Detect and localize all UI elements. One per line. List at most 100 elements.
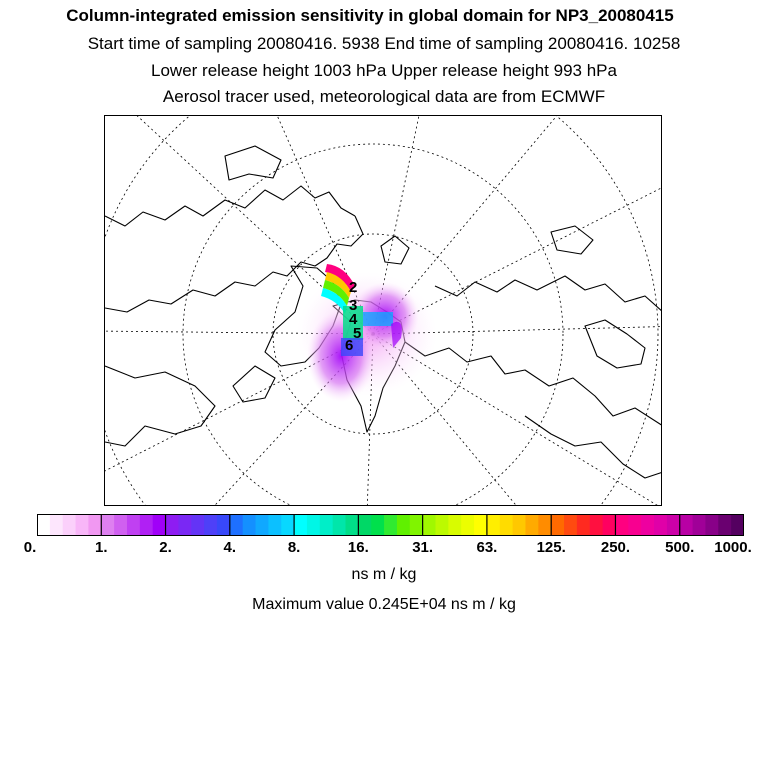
colorbar-cell bbox=[384, 514, 398, 536]
colorbar-tick-label: 250. bbox=[600, 539, 631, 556]
colorbar-cell bbox=[281, 514, 295, 536]
colorbar bbox=[37, 514, 744, 536]
colorbar-cell bbox=[37, 514, 51, 536]
coastline-alaska bbox=[584, 319, 646, 369]
plume-green-strip bbox=[343, 306, 363, 340]
coastline-svalbard bbox=[380, 235, 410, 265]
colorbar-tick-label: 125. bbox=[536, 539, 566, 556]
colorbar-cell bbox=[692, 514, 707, 536]
colorbar-cell bbox=[654, 514, 668, 536]
colorbar-tick-label: 4. bbox=[223, 539, 237, 556]
meridian bbox=[105, 333, 374, 472]
colorbar-cell bbox=[538, 514, 552, 536]
plot-title: Column-integrated emission sensitivity i… bbox=[66, 6, 674, 25]
day-markers: 2 3 4 5 6 bbox=[345, 279, 361, 354]
tracer-info-line: Aerosol tracer used, meteorological data… bbox=[162, 87, 606, 106]
coastline-island bbox=[224, 145, 282, 181]
colorbar-cell bbox=[268, 514, 282, 536]
colorbar-cell bbox=[396, 514, 411, 536]
colorbar-cell bbox=[525, 514, 539, 536]
colorbar-cell bbox=[409, 514, 424, 536]
colorbar-cell bbox=[75, 514, 90, 536]
coastline-west-africa bbox=[105, 365, 216, 447]
coastline-eurasia-north bbox=[105, 185, 356, 227]
colorbar-tick-label: 31. bbox=[412, 539, 434, 556]
colorbar-cell bbox=[705, 514, 719, 536]
colorbar-cell bbox=[358, 514, 372, 536]
latitude-circle-outer bbox=[105, 116, 659, 505]
colorbar-cell bbox=[589, 514, 604, 536]
day-marker: 2 bbox=[349, 279, 357, 296]
colorbar-cell bbox=[564, 514, 578, 536]
plume-east-arm bbox=[391, 321, 402, 348]
day-marker: 3 bbox=[349, 297, 357, 314]
colorbar-cell bbox=[139, 514, 154, 536]
colorbar-border bbox=[37, 514, 744, 536]
colorbar-cell bbox=[49, 514, 64, 536]
meridian bbox=[372, 187, 661, 335]
colorbar-cell bbox=[641, 514, 655, 536]
latitude-circle-middle bbox=[182, 143, 564, 505]
colorbar-cell bbox=[615, 514, 629, 536]
coastline-north-america-arctic bbox=[404, 341, 661, 426]
colorbar-cell bbox=[88, 514, 102, 536]
colorbar-cell bbox=[512, 514, 527, 536]
colorbar-cell bbox=[602, 514, 617, 536]
colorbar-cell bbox=[306, 514, 321, 536]
colorbar-cell bbox=[332, 514, 347, 536]
sampling-time-line: Start time of sampling 20080416. 5938 En… bbox=[87, 34, 681, 53]
polar-map-svg: 2 3 4 5 6 bbox=[105, 116, 661, 505]
plume-band-yellow bbox=[325, 272, 351, 298]
colorbar-cell bbox=[204, 514, 218, 536]
colorbar-cell bbox=[499, 514, 514, 536]
colorbar-tick-label: 2. bbox=[159, 539, 172, 556]
day-marker: 6 bbox=[345, 337, 353, 354]
plume-band-cyan bbox=[321, 288, 347, 314]
colorbar-tick-label: 1. bbox=[95, 539, 108, 556]
colorbar-cell bbox=[152, 514, 167, 536]
colorbar-cell bbox=[731, 514, 744, 536]
colorbar-cell bbox=[435, 514, 449, 536]
plume-band-green bbox=[323, 280, 349, 306]
colorbar-cell bbox=[126, 514, 141, 536]
colorbar-cell bbox=[486, 514, 501, 536]
colorbar-cell bbox=[255, 514, 269, 536]
colorbar-cell bbox=[178, 514, 192, 536]
colorbar-tick-label: 500. bbox=[665, 539, 695, 556]
colorbar-tick-label: 63. bbox=[476, 539, 498, 556]
maximum-value-label: Maximum value 0.245E+04 ns m / kg bbox=[252, 596, 516, 613]
colorbar-cell bbox=[422, 514, 437, 536]
meridian bbox=[372, 116, 420, 335]
plume-blue-patch bbox=[363, 312, 393, 326]
sensitivity-plume bbox=[297, 264, 437, 402]
coastline-island-east bbox=[550, 225, 594, 255]
sensitivity-map: 2 3 4 5 6 bbox=[104, 115, 662, 506]
colorbar-tick-label: 0. bbox=[23, 539, 37, 556]
plume-high-band bbox=[325, 264, 355, 292]
release-height-line: Lower release height 1003 hPa Upper rele… bbox=[151, 61, 617, 80]
colorbar-cell bbox=[229, 514, 244, 536]
colorbar-tick-label: 16. bbox=[347, 539, 369, 556]
colorbar-cell bbox=[666, 514, 681, 536]
plume-deep-blue bbox=[341, 338, 363, 356]
colorbar-cell bbox=[679, 514, 694, 536]
day-marker: 5 bbox=[353, 325, 361, 342]
meridian bbox=[372, 333, 658, 505]
colorbar-cell bbox=[165, 514, 179, 536]
colorbar-cell bbox=[551, 514, 565, 536]
coastline-eurasia-south bbox=[105, 215, 364, 313]
colorbar-cell bbox=[216, 514, 231, 536]
colorbar-cell bbox=[474, 514, 488, 536]
coastline-hudson-bay bbox=[524, 415, 661, 479]
colorbar-cell bbox=[628, 514, 642, 536]
colorbar-cell bbox=[62, 514, 77, 536]
latitude-circle-inner bbox=[272, 233, 474, 435]
colorbar-cell bbox=[101, 514, 115, 536]
meridian bbox=[372, 326, 661, 335]
coastline-british-isles bbox=[232, 365, 276, 403]
colorbar-cell bbox=[718, 514, 732, 536]
colorbar-cell bbox=[294, 514, 308, 536]
colorbar-cell bbox=[345, 514, 359, 536]
colorbar-cells bbox=[37, 514, 744, 536]
colorbar-cell bbox=[191, 514, 205, 536]
